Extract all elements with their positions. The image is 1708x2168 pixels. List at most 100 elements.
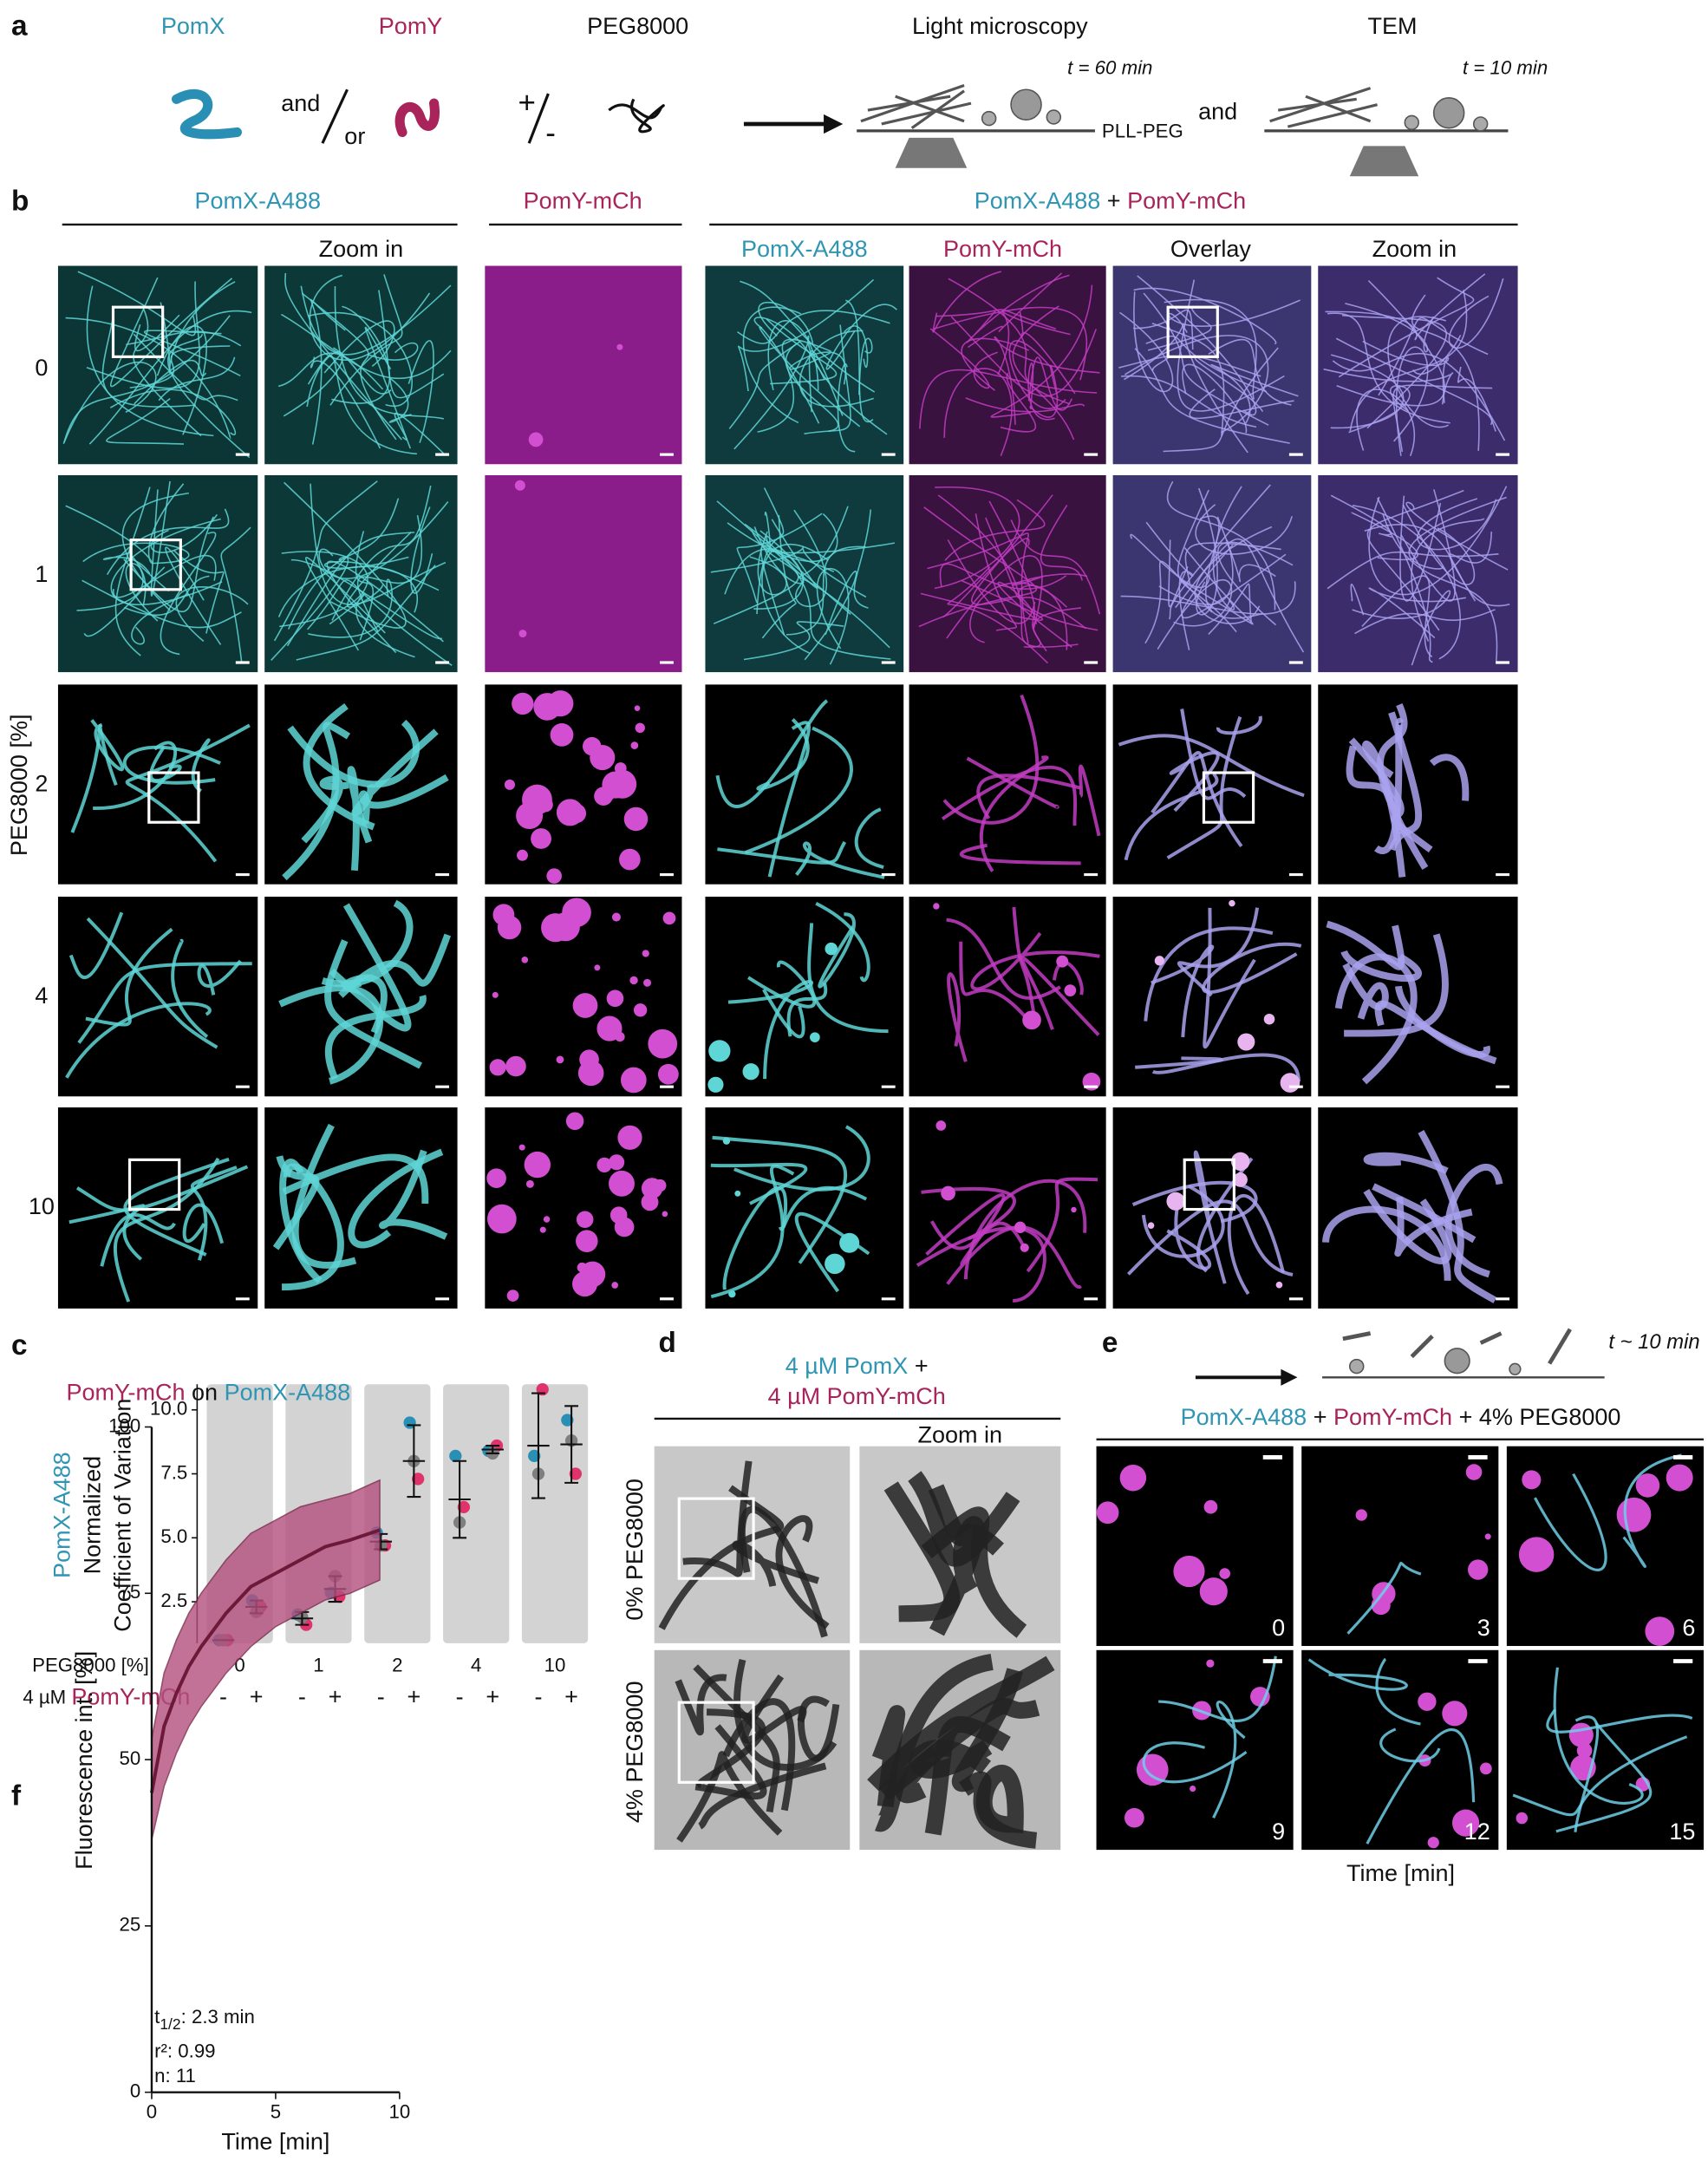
- subgroup-label: -: [219, 1684, 227, 1710]
- micrograph: [57, 265, 258, 465]
- droplet: [1645, 1616, 1675, 1646]
- label: -: [545, 116, 556, 150]
- droplet: [517, 849, 528, 861]
- filament: [173, 550, 225, 634]
- filament: [1377, 497, 1433, 663]
- filament: [86, 285, 214, 437]
- droplet: [722, 1137, 731, 1145]
- filament: [271, 556, 349, 661]
- zoom-box: [1183, 1158, 1235, 1211]
- subgroup-label: -: [534, 1684, 542, 1710]
- y-tick-label: 0: [130, 2080, 140, 2102]
- filament: [961, 337, 1030, 391]
- droplet: [1229, 899, 1235, 907]
- filament: [925, 1192, 1006, 1266]
- filament: [100, 1212, 176, 1267]
- filament: [133, 333, 238, 402]
- filament: [676, 1751, 783, 1843]
- filament: [722, 1185, 788, 1290]
- zoom-box: [129, 539, 182, 591]
- title-part: on: [192, 1379, 218, 1405]
- label: +: [518, 86, 535, 120]
- label: PLL-PEG: [1102, 120, 1183, 141]
- filament: [1553, 1667, 1644, 1805]
- filament: [789, 351, 847, 385]
- filament: [282, 1153, 429, 1205]
- title-part: +: [1314, 1404, 1327, 1430]
- filament: [948, 278, 1071, 405]
- droplet: [643, 978, 652, 987]
- column-label: PomX-A488: [741, 236, 868, 262]
- filament: [1393, 346, 1429, 456]
- protein-icon: [171, 89, 242, 140]
- micrograph: [909, 896, 1106, 1097]
- filament: [1078, 764, 1101, 837]
- filament: [1405, 501, 1509, 571]
- filament: [858, 337, 873, 395]
- x-tick-label: 5: [271, 2100, 281, 2122]
- data-point: [411, 1473, 425, 1486]
- droplet: [1206, 1659, 1215, 1668]
- row-label: 2: [35, 770, 48, 796]
- filament: [786, 545, 866, 636]
- droplet: [497, 915, 522, 940]
- filament: [1193, 1150, 1227, 1284]
- filament: [1208, 583, 1253, 635]
- title-part: PomX-A488: [225, 1379, 351, 1405]
- droplet: [1056, 955, 1069, 968]
- filament: [1121, 375, 1257, 428]
- filament: [307, 311, 413, 408]
- filament: [942, 694, 1040, 825]
- objective: [1349, 146, 1419, 177]
- arrow-head: [824, 114, 844, 134]
- filament: [799, 330, 874, 408]
- filament: [815, 901, 870, 983]
- header: PomY-mCh: [524, 188, 642, 214]
- filament: [1332, 352, 1506, 441]
- droplet: [1064, 984, 1077, 996]
- filament: [895, 1746, 942, 1804]
- filament: [927, 532, 1029, 644]
- filament: [1020, 956, 1100, 1036]
- filament: [1340, 950, 1422, 983]
- filament: [1366, 1727, 1476, 1845]
- filament: [1378, 317, 1489, 396]
- filament: [1356, 389, 1416, 457]
- droplet: [825, 942, 838, 956]
- filament: [733, 335, 888, 450]
- chart-title: PomY-mCh on PomX-A488: [66, 1379, 350, 1405]
- filament: [934, 486, 1020, 590]
- filament: [334, 286, 444, 420]
- filament: [291, 1123, 357, 1269]
- droplet: [620, 1067, 647, 1094]
- filament: [947, 972, 968, 1062]
- droplet: [617, 1125, 642, 1150]
- filament: [309, 274, 431, 361]
- label: or: [344, 123, 365, 149]
- filament: [290, 558, 443, 640]
- protein-icon: [394, 98, 440, 138]
- filament: [1330, 494, 1392, 539]
- filament: [284, 481, 407, 629]
- filament: [795, 841, 885, 879]
- filament: [1387, 316, 1450, 428]
- droplet: [1444, 1348, 1470, 1375]
- micrograph: [705, 684, 904, 885]
- filament: [951, 1668, 1023, 1793]
- data-point: [561, 1414, 574, 1427]
- x-axis-label: Time [min]: [221, 2129, 329, 2155]
- droplet: [606, 989, 624, 1008]
- filament: [1212, 486, 1242, 611]
- filament: [1177, 907, 1260, 997]
- filament: [975, 513, 1017, 631]
- time-stamp: 6: [1682, 1615, 1695, 1641]
- filament: [1408, 496, 1507, 570]
- filament: [1429, 754, 1470, 801]
- y-tick-label: 100: [108, 1414, 140, 1436]
- filament: [935, 309, 1057, 330]
- time-stamp: 9: [1272, 1819, 1285, 1845]
- filament: [710, 1162, 808, 1205]
- filament: [1212, 1700, 1246, 1819]
- group-axis-label: PEG8000 [%]: [32, 1655, 149, 1676]
- droplet: [941, 1185, 955, 1201]
